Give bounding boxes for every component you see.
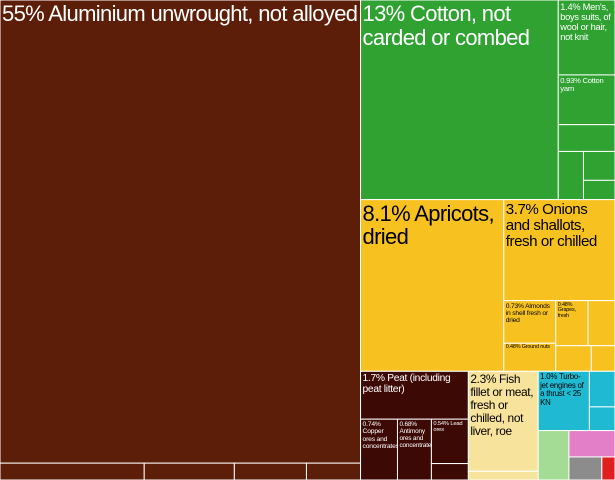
- treemap-cell: [557, 150, 584, 201]
- treemap-cell: [588, 370, 615, 408]
- cell-label: 1.4% Men's, boys suits, of wool or hair,…: [560, 2, 611, 43]
- cell-label-box: 3.7% Onions and shallots, fresh or chill…: [505, 200, 598, 251]
- cell-label: 55% Aluminium unwrought, not alloyed: [2, 1, 358, 26]
- cell-label: 0.93% Cotton yarn: [560, 75, 604, 94]
- cell-label-box: 0.48% Grapes, fresh: [557, 301, 576, 320]
- cell-label: 8.1% Apricots, dried: [362, 200, 495, 250]
- treemap-cell: [590, 345, 615, 372]
- cell-label: 0.54% Lead ores: [433, 421, 463, 434]
- cell-label: 13% Cotton, not carded or combed: [362, 1, 530, 50]
- treemap-cell: [601, 456, 615, 480]
- cell-label-box: 1.0% Turbo-jet engines of a thrust < 25 …: [540, 372, 584, 407]
- treemap-cell: [467, 470, 539, 480]
- treemap-cell: [503, 300, 557, 344]
- cell-label-box: 2.3% Fish fillet or meat, fresh or chill…: [470, 372, 534, 438]
- treemap-cell: [360, 199, 505, 372]
- treemap-cell: [537, 430, 570, 480]
- cell-label-box: 8.1% Apricots, dried: [362, 200, 495, 250]
- treemap-cell: [430, 418, 469, 465]
- cell-label: 3.7% Onions and shallots, fresh or chill…: [505, 200, 598, 251]
- treemap-cell: [305, 462, 362, 480]
- treemap-cell: [582, 179, 615, 201]
- cell-label-box: 0.73% Almonds in shell fresh or dried: [505, 302, 550, 325]
- cell-label: 0.68% Antimony ores and concentrates: [399, 421, 432, 450]
- cell-label: 0.74% Copper ores and concentrates: [362, 421, 398, 451]
- cell-label: 2.3% Fish fillet or meat, fresh or chill…: [470, 372, 534, 438]
- treemap-cell: [0, 0, 362, 464]
- treemap-cell: [143, 462, 235, 480]
- cell-label: 1.0% Turbo-jet engines of a thrust < 25 …: [540, 372, 584, 407]
- cell-label-box: 0.54% Lead ores: [433, 421, 463, 434]
- treemap-cell: [0, 462, 145, 480]
- treemap-cell: [587, 300, 615, 347]
- cell-label-box: 0.68% Antimony ores and concentrates: [399, 421, 432, 450]
- cell-label-box: 13% Cotton, not carded or combed: [362, 1, 530, 50]
- cell-label: 0.73% Almonds in shell fresh or dried: [505, 302, 550, 325]
- treemap-cell: [360, 0, 559, 201]
- treemap-cell: [568, 430, 615, 458]
- treemap-cell: [582, 150, 615, 181]
- treemap-cell: [555, 345, 592, 372]
- cell-label-box: 0.93% Cotton yarn: [560, 75, 604, 94]
- cell-label: 0.48% Grapes, fresh: [557, 301, 576, 320]
- treemap-cell: [537, 370, 590, 432]
- cell-label-box: 55% Aluminium unwrought, not alloyed: [2, 1, 358, 26]
- cell-label-box: 0.48% Ground nuts: [505, 344, 550, 351]
- treemap-cell: [430, 463, 469, 480]
- treemap-cell: [503, 199, 615, 302]
- treemap-cell: [557, 124, 615, 152]
- cell-label-box: 1.7% Peat (including peat litter): [362, 373, 451, 396]
- cell-label: 1.7% Peat (including peat litter): [362, 373, 451, 396]
- cell-label-box: 0.74% Copper ores and concentrates: [362, 421, 398, 451]
- treemap-cell: [467, 370, 539, 472]
- treemap-cell: [568, 456, 603, 480]
- treemap-cell: [233, 462, 307, 480]
- treemap-cell: [557, 74, 615, 126]
- treemap-cell: [588, 406, 615, 432]
- cell-label: 0.48% Ground nuts: [505, 344, 550, 351]
- cell-label-box: 1.4% Men's, boys suits, of wool or hair,…: [560, 2, 611, 43]
- treemap-cell: [503, 342, 557, 372]
